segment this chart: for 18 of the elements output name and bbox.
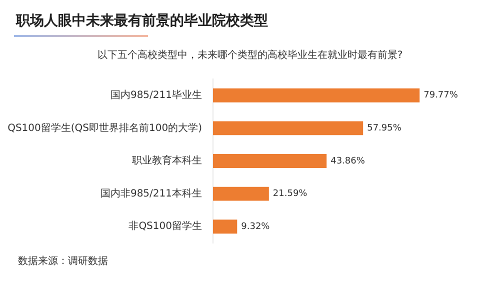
chart-subtitle: 以下五个高校类型中，未来哪个类型的高校毕业生在就业时最有前景? [96,48,404,62]
bar [213,121,364,136]
y-tick-label: 国内985/211毕业生 [110,88,202,101]
data-label: 21.59% [272,189,308,200]
data-label: 9.32% [241,222,270,232]
data-label: 57.95% [367,124,402,134]
bar [213,154,327,168]
bar [213,88,420,102]
chart-title: 职场人眼中未来最有前景的毕业院校类型 [16,12,268,30]
data-label: 79.77% [424,90,458,101]
y-tick-label: 职业教育本科生 [132,154,202,167]
bar [213,186,269,201]
bar [213,220,238,234]
y-tick-label: 非QS100留学生 [128,220,202,232]
source-note: 数据来源：调研数据 [18,254,108,268]
data-label: 43.86% [330,156,366,166]
y-tick-label: QS100留学生(QS即世界排名前100的大学) [8,122,202,134]
y-tick-label: 国内非985/211本科生 [100,187,202,200]
